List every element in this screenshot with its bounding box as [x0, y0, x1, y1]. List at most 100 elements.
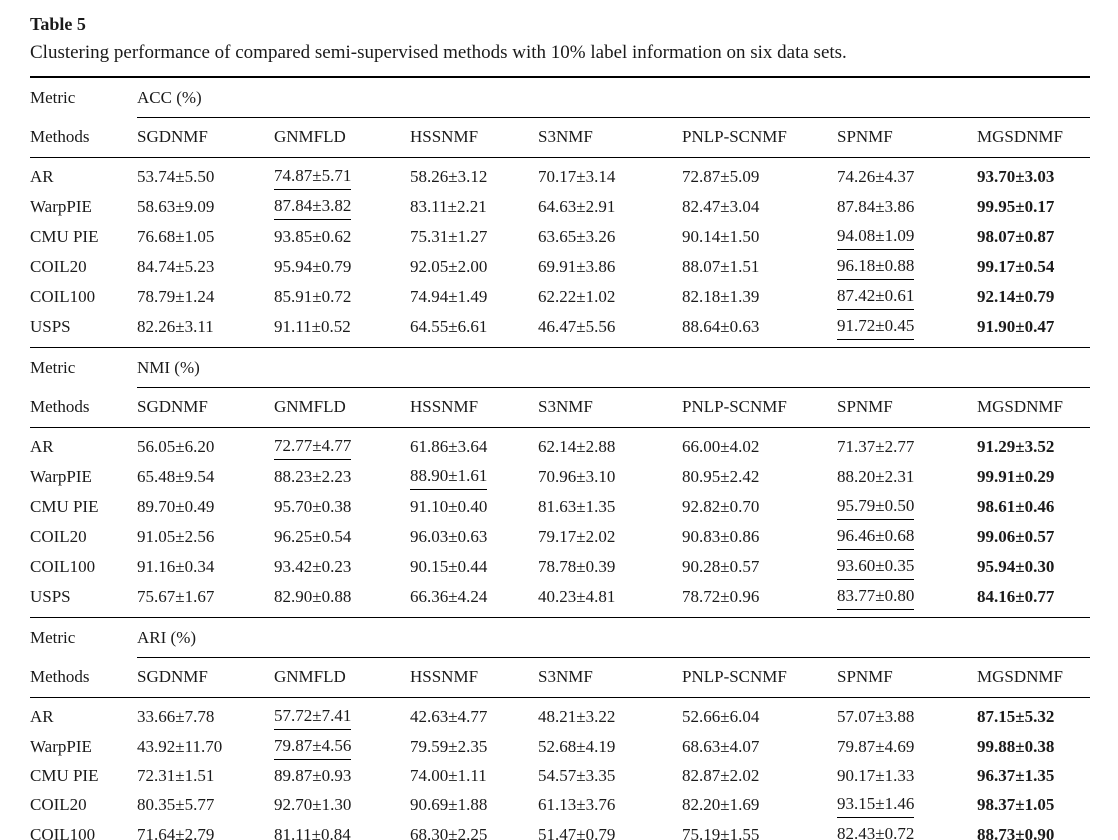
metric-value: 82.26±3.11: [137, 317, 214, 336]
metric-label: Metric: [30, 617, 137, 658]
value-cell: 82.87±2.02: [682, 762, 837, 790]
table-row: CMU PIE 72.31±1.51 89.87±0.93 74.00±1.11 54.…: [30, 762, 1090, 790]
column-header: GNMFLD: [274, 117, 410, 158]
metric-value: 81.63±1.35: [538, 497, 616, 516]
metric-value: 84.16±0.77: [977, 587, 1055, 606]
metric-value: 91.11±0.52: [274, 317, 351, 336]
dataset-label: CMU PIE: [30, 497, 99, 516]
table-row: COIL100 91.16±0.34 93.42±0.23 90.15±0.44 78.…: [30, 552, 1090, 582]
value-cell: 75.31±1.27: [410, 222, 538, 252]
metric-value: 82.90±0.88: [274, 587, 352, 606]
metric-value: 98.61±0.46: [977, 497, 1055, 516]
column-header: SGDNMF: [137, 117, 274, 158]
metric-value: 80.35±5.77: [137, 795, 215, 814]
results-table: Metric ACC (%) Methods SGDNMF GNMFLD HSSNMF S3…: [30, 76, 1091, 840]
value-cell: 95.70±0.38: [274, 492, 410, 522]
metric-value: 99.88±0.38: [977, 737, 1055, 756]
metric-value: 82.43±0.72: [837, 822, 914, 840]
metric-value: 88.20±2.31: [837, 467, 915, 486]
metric-value: 75.67±1.67: [137, 587, 215, 606]
metric-value: 42.63±4.77: [410, 707, 488, 726]
value-cell: 78.78±0.39: [538, 552, 682, 582]
value-cell: 90.83±0.86: [682, 522, 837, 552]
metric-value: 95.70±0.38: [274, 497, 352, 516]
value-cell: 58.63±9.09: [137, 192, 274, 222]
metric-value: 46.47±5.56: [538, 317, 616, 336]
table-row: AR 53.74±5.50 74.87±5.71 58.26±3.12 70.17±3.…: [30, 158, 1090, 193]
metric-value: 57.07±3.88: [837, 707, 915, 726]
value-cell: 68.30±2.25: [410, 820, 538, 840]
column-header: SPNMF: [837, 117, 977, 158]
value-cell: 53.74±5.50: [137, 158, 274, 193]
metric-value: 90.17±1.33: [837, 766, 915, 785]
value-cell: 71.37±2.77: [837, 428, 977, 463]
value-cell: 64.55±6.61: [410, 312, 538, 348]
value-cell: 98.07±0.87: [977, 222, 1090, 252]
column-header: SGDNMF: [137, 657, 274, 698]
value-cell: 89.70±0.49: [137, 492, 274, 522]
column-header: GNMFLD: [274, 387, 410, 428]
metric-value: 91.10±0.40: [410, 497, 488, 516]
value-cell: 54.57±3.35: [538, 762, 682, 790]
value-cell: 83.11±2.21: [410, 192, 538, 222]
metric-value: 95.79±0.50: [837, 494, 915, 520]
value-cell: 72.77±4.77: [274, 428, 410, 463]
metric-value: 96.18±0.88: [837, 254, 915, 280]
value-cell: 84.16±0.77: [977, 582, 1090, 618]
value-cell: 90.28±0.57: [682, 552, 837, 582]
metric-value: 90.83±0.86: [682, 527, 760, 546]
value-cell: 66.36±4.24: [410, 582, 538, 618]
metric-value: 96.46±0.68: [837, 524, 915, 550]
value-cell: 43.92±11.70: [137, 732, 274, 762]
value-cell: 87.42±0.61: [837, 282, 977, 312]
value-cell: 52.68±4.19: [538, 732, 682, 762]
value-cell: 66.00±4.02: [682, 428, 837, 463]
metric-value: 99.91±0.29: [977, 467, 1055, 486]
column-header: MGSDNMF: [977, 117, 1091, 158]
value-cell: 82.26±3.11: [137, 312, 274, 348]
metric-value: 70.96±3.10: [538, 467, 616, 486]
metric-value: 71.64±2.79: [137, 825, 215, 840]
value-cell: 75.67±1.67: [137, 582, 274, 618]
table-row: COIL20 91.05±2.56 96.25±0.54 96.03±0.63 79.1…: [30, 522, 1090, 552]
metric-value: 61.86±3.64: [410, 437, 488, 456]
value-cell: 51.47±0.79: [538, 820, 682, 840]
table-row: AR 33.66±7.78 57.72±7.41 42.63±4.77 48.21±3.…: [30, 698, 1090, 733]
metric-value: 74.87±5.71: [274, 164, 352, 190]
metric-value: 80.95±2.42: [682, 467, 760, 486]
value-cell: 74.26±4.37: [837, 158, 977, 193]
value-cell: 88.73±0.90: [977, 820, 1090, 840]
value-cell: 82.47±3.04: [682, 192, 837, 222]
metric-value: 66.36±4.24: [410, 587, 488, 606]
metric-value: 65.48±9.54: [137, 467, 215, 486]
value-cell: 99.91±0.29: [977, 462, 1090, 492]
metric-value: 95.94±0.79: [274, 257, 352, 276]
column-header: SPNMF: [837, 387, 977, 428]
metric-value: 48.21±3.22: [538, 707, 616, 726]
metric-value: 90.28±0.57: [682, 557, 760, 576]
metric-value: 91.16±0.34: [137, 557, 215, 576]
column-header: PNLP-SCNMF: [682, 117, 837, 158]
value-cell: 96.46±0.68: [837, 522, 977, 552]
value-cell: 82.20±1.69: [682, 790, 837, 820]
metric-value: 70.17±3.14: [538, 167, 616, 186]
table-row: WarpPIE 58.63±9.09 87.84±3.82 83.11±2.21 64.…: [30, 192, 1090, 222]
value-cell: 33.66±7.78: [137, 698, 274, 733]
value-cell: 91.72±0.45: [837, 312, 977, 348]
value-cell: 91.29±3.52: [977, 428, 1090, 463]
metric-value: 51.47±0.79: [538, 825, 616, 840]
metric-value: 92.70±1.30: [274, 795, 352, 814]
column-header: HSSNMF: [410, 657, 538, 698]
metric-value: 71.37±2.77: [837, 437, 915, 456]
table-row: WarpPIE 65.48±9.54 88.23±2.23 88.90±1.61 70.…: [30, 462, 1090, 492]
value-cell: 89.87±0.93: [274, 762, 410, 790]
value-cell: 96.25±0.54: [274, 522, 410, 552]
metric-value: 93.15±1.46: [837, 792, 915, 818]
dataset-label: WarpPIE: [30, 737, 92, 756]
table-row: WarpPIE 43.92±11.70 79.87±4.56 79.59±2.35 52…: [30, 732, 1090, 762]
table-title: Table 5: [30, 14, 86, 34]
metric-value: 92.14±0.79: [977, 287, 1055, 306]
metric-value: 75.31±1.27: [410, 227, 488, 246]
table-row: COIL20 84.74±5.23 95.94±0.79 92.05±2.00 69.9…: [30, 252, 1090, 282]
metric-value: 43.92±11.70: [137, 737, 223, 756]
